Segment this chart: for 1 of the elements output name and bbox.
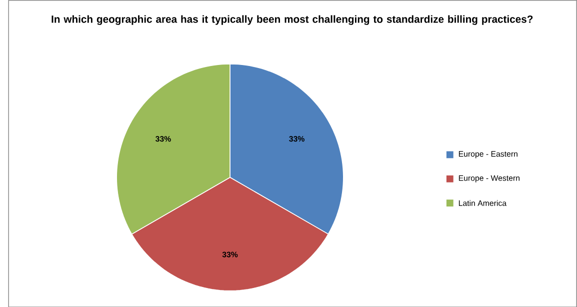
chart-title: In which geographic area has it typically been most challenging to standardize billing practices?	[52, 14, 533, 25]
